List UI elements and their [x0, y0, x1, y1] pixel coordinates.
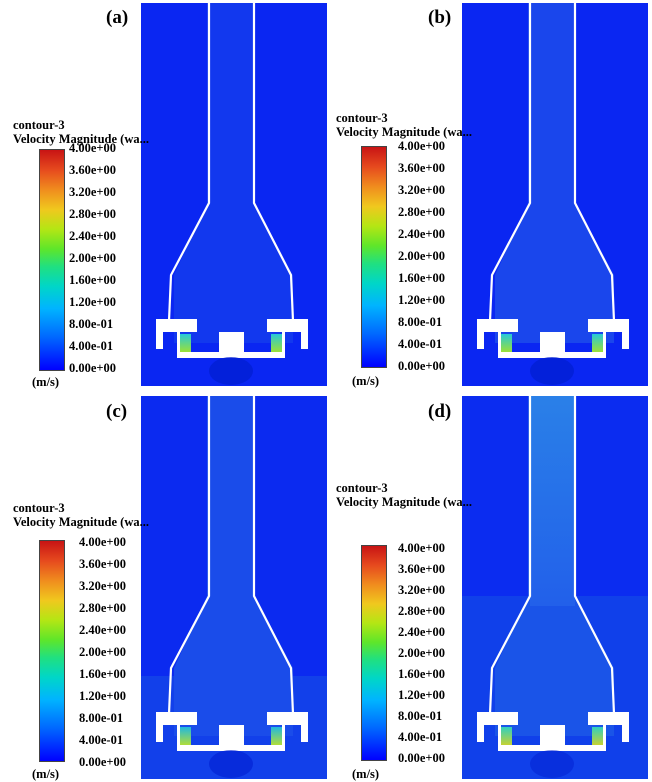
tick-label: 8.00e-01 [398, 315, 443, 329]
tick-label: 1.20e+00 [398, 293, 446, 307]
tick-label: 3.60e+00 [69, 163, 117, 177]
tick-label: 0.00e+00 [69, 361, 117, 375]
legend-title-d: contour-3 Velocity Magnitude (wa... [336, 481, 472, 509]
tick-label: 3.60e+00 [398, 562, 446, 576]
tick-label: 3.20e+00 [398, 583, 446, 597]
unit-label-b: (m/s) [352, 374, 380, 388]
legend-title-b: contour-3 Velocity Magnitude (wa... [336, 111, 472, 139]
legend-title-line2: Velocity Magnitude (wa... [336, 125, 472, 139]
tick-label: 3.60e+00 [398, 161, 446, 175]
velocity-contour-b [462, 3, 648, 386]
tick-label: 1.60e+00 [69, 273, 117, 287]
panel-d: (d) contour-3 Velocity Magnitude (wa... … [326, 391, 652, 782]
legend-title-c: contour-3 Velocity Magnitude (wa... [13, 501, 149, 529]
tick-label: 1.60e+00 [398, 271, 446, 285]
tick-label: 2.00e+00 [398, 249, 446, 263]
unit-label-c: (m/s) [32, 767, 60, 781]
legend-title-line2: Velocity Magnitude (wa... [13, 132, 149, 146]
tick-label: 8.00e-01 [398, 709, 443, 723]
tick-label: 8.00e-01 [69, 317, 114, 331]
tick-label: 3.20e+00 [79, 579, 127, 593]
colorbar-c [39, 540, 65, 762]
tick-label: 4.00e-01 [69, 339, 114, 353]
panel-label-c: (c) [106, 401, 128, 422]
tick-label: 2.00e+00 [398, 646, 446, 660]
tick-label: 2.00e+00 [69, 251, 117, 265]
panel-c: (c) contour-3 Velocity Magnitude (wa... … [0, 391, 327, 782]
tick-label: 3.20e+00 [69, 185, 117, 199]
tick-label: 3.20e+00 [398, 183, 446, 197]
tick-label: 0.00e+00 [398, 359, 446, 373]
colorbar-a [39, 149, 65, 371]
tick-label: 2.80e+00 [398, 604, 446, 618]
tick-label: 1.20e+00 [69, 295, 117, 309]
tick-label: 1.20e+00 [79, 689, 127, 703]
tick-label: 4.00e-01 [398, 337, 443, 351]
velocity-contour-d [462, 396, 648, 779]
legend-title-line1: contour-3 [336, 481, 388, 495]
tick-label: 4.00e+00 [398, 541, 446, 555]
tick-label: 2.40e+00 [69, 229, 117, 243]
tick-label: 0.00e+00 [398, 751, 446, 765]
unit-label-d: (m/s) [352, 767, 380, 781]
velocity-contour-c [141, 396, 327, 779]
tick-label: 2.80e+00 [398, 205, 446, 219]
tick-label: 2.80e+00 [69, 207, 117, 221]
unit-label-a: (m/s) [32, 375, 60, 389]
tick-label: 4.00e-01 [398, 730, 443, 744]
legend-title-line1: contour-3 [13, 501, 65, 515]
legend-title-line1: contour-3 [13, 118, 65, 132]
legend-title-line2: Velocity Magnitude (wa... [13, 515, 149, 529]
tick-label: 1.60e+00 [79, 667, 127, 681]
tick-label: 2.40e+00 [398, 227, 446, 241]
tick-label: 2.80e+00 [79, 601, 127, 615]
panel-label-a: (a) [106, 7, 129, 28]
tick-label: 0.00e+00 [79, 755, 127, 769]
tick-label: 4.00e+00 [79, 535, 127, 549]
tick-label: 2.00e+00 [79, 645, 127, 659]
panel-a: (a) contour-3 Velocity Magnitude (wa... … [0, 0, 327, 391]
colorbar-d [361, 545, 387, 761]
colorbar-b [361, 146, 387, 368]
tick-label: 3.60e+00 [79, 557, 127, 571]
tick-label: 4.00e+00 [69, 141, 117, 155]
panel-label-b: (b) [428, 7, 452, 28]
tick-label: 1.20e+00 [398, 688, 446, 702]
tick-label: 2.40e+00 [79, 623, 127, 637]
legend-title-line2: Velocity Magnitude (wa... [336, 495, 472, 509]
tick-label: 2.40e+00 [398, 625, 446, 639]
legend-title-line1: contour-3 [336, 111, 388, 125]
tick-label: 4.00e+00 [398, 139, 446, 153]
velocity-contour-a [141, 3, 327, 386]
panel-b: (b) contour-3 Velocity Magnitude (wa... … [326, 0, 652, 391]
tick-label: 4.00e-01 [79, 733, 124, 747]
legend-title-a: contour-3 Velocity Magnitude (wa... [13, 118, 149, 146]
tick-label: 8.00e-01 [79, 711, 124, 725]
tick-label: 1.60e+00 [398, 667, 446, 681]
panel-label-d: (d) [428, 401, 452, 422]
